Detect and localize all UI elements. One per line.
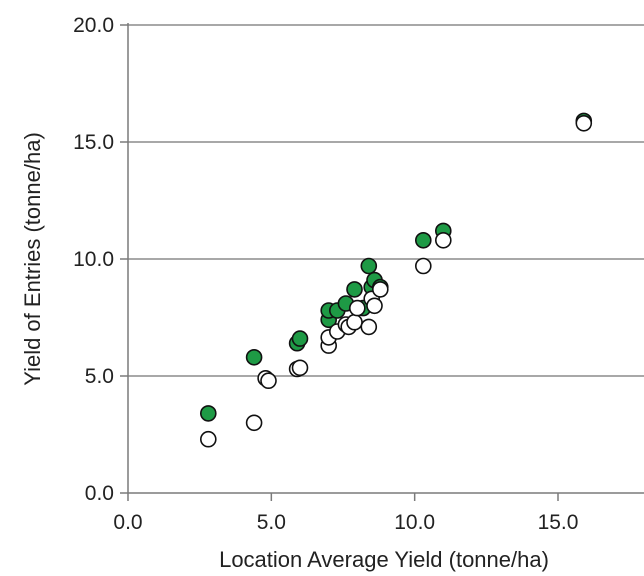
y-tick-label: 5.0	[85, 365, 114, 388]
data-point	[416, 259, 431, 274]
x-tick-label: 0.0	[113, 511, 142, 534]
series-open	[201, 116, 592, 447]
data-point	[247, 415, 262, 430]
axes	[120, 23, 644, 501]
y-tick-label: 0.0	[85, 482, 114, 505]
data-point	[201, 432, 216, 447]
data-point	[416, 233, 431, 248]
data-point	[367, 298, 382, 313]
data-point	[347, 315, 362, 330]
gridlines	[128, 25, 644, 376]
y-tick-label: 20.0	[73, 14, 114, 37]
tick-labels: 0.0 5.0 10.0 15.0 20.0 0.0 5.0 10.0 15.0	[73, 14, 578, 534]
data-point	[350, 301, 365, 316]
data-point	[293, 331, 308, 346]
data-point	[576, 116, 591, 131]
data-point	[293, 360, 308, 375]
data-point	[261, 373, 276, 388]
data-point	[373, 282, 388, 297]
x-tick-label: 15.0	[538, 511, 579, 534]
y-tick-label: 10.0	[73, 248, 114, 271]
y-tick-label: 15.0	[73, 131, 114, 154]
data-points	[201, 113, 592, 446]
y-axis-title: Yield of Entries (tonne/ha)	[20, 132, 45, 386]
x-axis-title: Location Average Yield (tonne/ha)	[219, 547, 549, 572]
data-point	[361, 319, 376, 334]
data-point	[436, 233, 451, 248]
x-tick-label: 10.0	[394, 511, 435, 534]
x-tick-label: 5.0	[257, 511, 286, 534]
data-point	[361, 259, 376, 274]
data-point	[201, 406, 216, 421]
data-point	[347, 282, 362, 297]
data-point	[247, 350, 262, 365]
